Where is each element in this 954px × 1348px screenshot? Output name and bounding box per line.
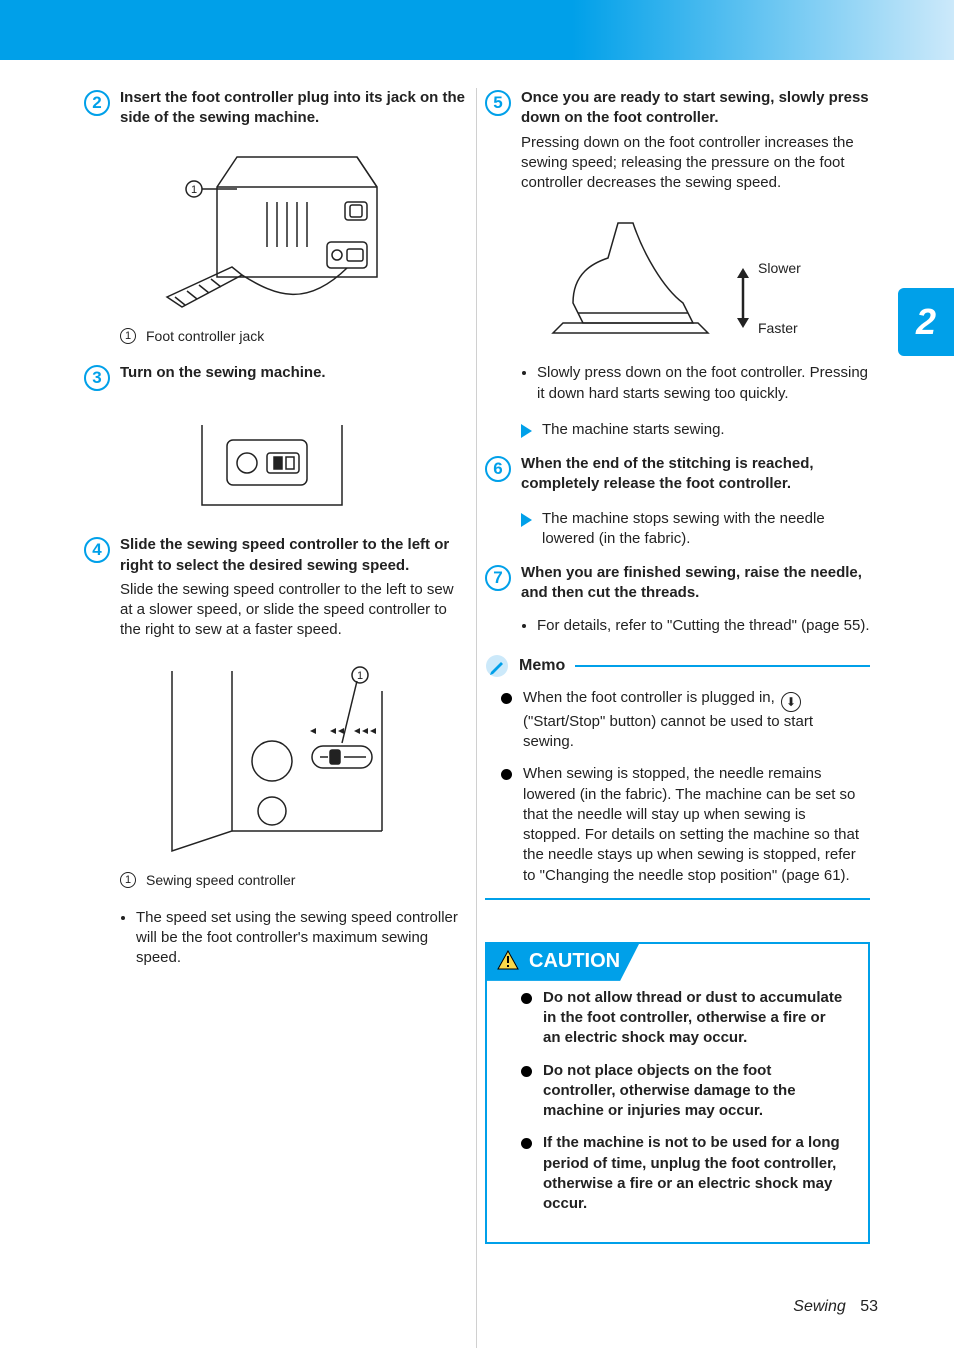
svg-text:1: 1 <box>190 184 196 196</box>
step-3-title: Turn on the sewing machine. <box>120 363 469 383</box>
memo-item-pre: When the foot controller is plugged in, <box>523 689 779 706</box>
caution-label: CAUTION <box>529 950 620 972</box>
caution-box: CAUTION Do not allow thread or dust to a… <box>485 942 870 1245</box>
step-3-diagram <box>84 405 469 525</box>
caution-list: Do not allow thread or dust to accumulat… <box>521 988 846 1215</box>
list-item: Slowly press down on the foot controller… <box>537 363 870 404</box>
list-item: The speed set using the sewing speed con… <box>136 908 469 969</box>
step-4-diagram: 1 <box>84 661 469 861</box>
memo-item-post: ("Start/Stop" button) cannot be used to … <box>523 713 813 750</box>
callout-number: 1 <box>120 872 136 888</box>
callout-label: Sewing speed controller <box>146 871 295 890</box>
svg-text:1: 1 <box>356 670 362 682</box>
slower-label: Slower <box>758 260 801 276</box>
memo-bottom-rule <box>485 898 870 900</box>
callout-number: 1 <box>120 328 136 344</box>
step-2: 2 Insert the foot controller plug into i… <box>84 88 469 133</box>
step-6: 6 When the end of the stitching is reach… <box>485 454 870 499</box>
memo-label: Memo <box>519 655 565 677</box>
step-3: 3 Turn on the sewing machine. <box>84 363 469 391</box>
list-item: When the foot controller is plugged in, … <box>501 688 866 753</box>
step-5-title: Once you are ready to start sewing, slow… <box>521 88 870 129</box>
step-4-bullets: The speed set using the sewing speed con… <box>136 908 469 969</box>
memo-box: Memo When the foot controller is plugged… <box>485 654 870 914</box>
step-number-icon: 3 <box>84 365 110 391</box>
step-number-icon: 2 <box>84 90 110 116</box>
step-4-callout-list: 1 Sewing speed controller <box>120 871 469 890</box>
list-item: For details, refer to "Cutting the threa… <box>537 616 870 636</box>
list-item: Do not allow thread or dust to accumulat… <box>521 988 846 1049</box>
step-2-diagram: 1 <box>84 147 469 317</box>
step-5-diagram: Slower Faster <box>485 213 870 353</box>
step-4-title: Slide the sewing speed controller to the… <box>120 535 469 576</box>
memo-rule <box>575 665 870 667</box>
step-number-icon: 6 <box>485 456 511 482</box>
warning-icon <box>497 950 519 970</box>
list-item: If the machine is not to be used for a l… <box>521 1133 846 1214</box>
step-6-title: When the end of the stitching is reached… <box>521 454 870 495</box>
step-6-result: The machine stops sewing with the needle… <box>521 509 870 550</box>
faster-label: Faster <box>758 320 798 336</box>
step-5-bullets: Slowly press down on the foot controller… <box>537 363 870 404</box>
pencil-icon <box>485 654 509 678</box>
left-column: 2 Insert the foot controller plug into i… <box>76 88 477 1244</box>
step-number-icon: 4 <box>84 537 110 563</box>
caution-badge: CAUTION <box>485 942 640 981</box>
step-2-callout-list: 1 Foot controller jack <box>120 327 469 346</box>
step-number-icon: 5 <box>485 90 511 116</box>
start-stop-icon: ⬇ <box>781 692 801 712</box>
memo-list: When the foot controller is plugged in, … <box>501 688 866 886</box>
callout-label: Foot controller jack <box>146 327 264 346</box>
step-5-text: Pressing down on the foot controller inc… <box>521 133 870 194</box>
page-footer: Sewing 53 <box>793 1296 878 1318</box>
step-number-icon: 7 <box>485 565 511 591</box>
result-text: The machine stops sewing with the needle… <box>542 509 870 550</box>
list-item: Do not place objects on the foot control… <box>521 1061 846 1122</box>
chapter-tab: 2 <box>898 288 954 356</box>
footer-page: 53 <box>860 1298 878 1315</box>
step-7: 7 When you are finished sewing, raise th… <box>485 563 870 608</box>
top-header-bar <box>0 0 954 60</box>
list-item: When sewing is stopped, the needle remai… <box>501 764 866 886</box>
footer-section: Sewing <box>793 1298 845 1315</box>
step-4: 4 Slide the sewing speed controller to t… <box>84 535 469 646</box>
result-text: The machine starts sewing. <box>542 420 725 440</box>
right-column: 5 Once you are ready to start sewing, sl… <box>477 88 878 1244</box>
step-5-result: The machine starts sewing. <box>521 420 870 440</box>
step-2-title: Insert the foot controller plug into its… <box>120 88 469 129</box>
step-7-title: When you are finished sewing, raise the … <box>521 563 870 604</box>
triangle-icon <box>521 513 532 527</box>
triangle-icon <box>521 424 532 438</box>
step-7-bullets: For details, refer to "Cutting the threa… <box>537 616 870 636</box>
step-5: 5 Once you are ready to start sewing, sl… <box>485 88 870 199</box>
step-4-text: Slide the sewing speed controller to the… <box>120 580 469 641</box>
